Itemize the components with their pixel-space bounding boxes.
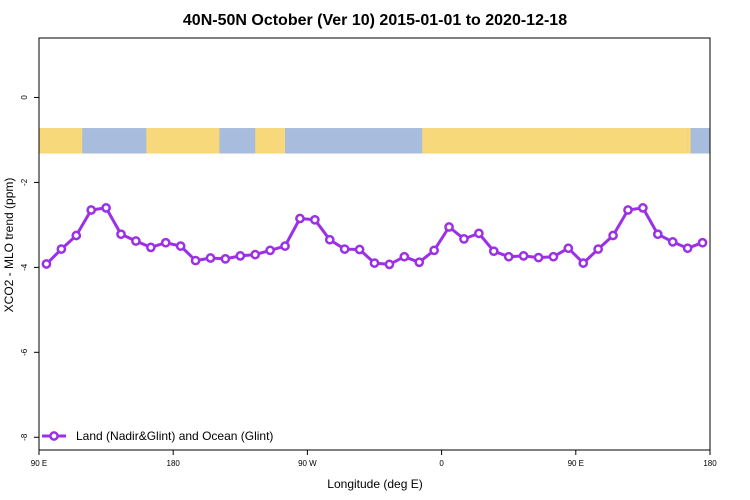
data-point — [295, 213, 305, 224]
x-tick-label: 90 E — [31, 459, 47, 468]
data-point — [518, 251, 529, 261]
data-point — [474, 228, 484, 239]
x-axis-label: Longitude (deg E) — [327, 477, 422, 491]
data-point — [369, 258, 380, 268]
x-tick-label: 180 — [703, 459, 717, 468]
data-point — [354, 244, 365, 255]
land-mass — [422, 128, 566, 154]
data-point — [220, 254, 231, 264]
data-point — [339, 244, 350, 254]
x-tick-label: 180 — [167, 459, 181, 468]
data-point — [190, 255, 201, 266]
data-point — [399, 251, 410, 262]
x-tick-label: 0 — [439, 459, 444, 468]
chart-title: 40N-50N October (Ver 10) 2015-01-01 to 2… — [183, 12, 567, 29]
land-mass — [563, 128, 688, 154]
data-point — [652, 229, 663, 240]
land-mass — [687, 128, 691, 154]
y-axis: 0 -2 -4 -6 -8 — [20, 95, 39, 441]
land-mass — [255, 128, 286, 154]
y-tick-label: -8 — [20, 433, 29, 441]
data-point — [682, 243, 693, 254]
map-land — [39, 128, 691, 154]
data-point — [459, 234, 469, 244]
data-point — [86, 205, 97, 215]
data-point — [667, 237, 678, 247]
data-point — [235, 251, 246, 261]
data-point — [131, 236, 141, 246]
data-point — [324, 234, 335, 245]
x-tick-label: 90 W — [298, 459, 317, 468]
data-point — [488, 246, 499, 257]
legend-marker — [49, 431, 59, 441]
x-tick-label: 90 E — [568, 459, 584, 468]
data-point — [101, 203, 111, 213]
data-point — [56, 244, 67, 254]
data-point — [503, 251, 514, 262]
data-point — [310, 214, 320, 225]
data-point — [608, 230, 618, 241]
x-axis: 90 E 180 90 W 0 90 E 180 — [31, 450, 717, 468]
data-point — [638, 203, 648, 213]
data-point — [548, 251, 559, 262]
data-point — [533, 252, 544, 263]
data-point — [384, 259, 395, 270]
legend: Land (Nadir&Glint) and Ocean (Glint) — [42, 429, 273, 443]
data-point — [116, 229, 126, 240]
data-point — [265, 245, 275, 256]
data-point — [444, 222, 454, 232]
land-mass — [146, 128, 220, 154]
y-tick-label: -2 — [20, 178, 29, 186]
y-tick-label: 0 — [20, 95, 29, 100]
world-map-band — [39, 128, 710, 154]
data-point — [145, 242, 156, 253]
data-point — [593, 244, 604, 254]
data-point — [697, 237, 708, 248]
data-point — [41, 259, 52, 269]
series-line — [45, 206, 704, 266]
data-point — [175, 241, 186, 251]
y-tick-label: -4 — [20, 263, 29, 271]
data-point — [250, 249, 261, 260]
data-point — [160, 237, 171, 248]
data-point — [429, 245, 439, 256]
data-point — [623, 205, 633, 215]
data-point — [71, 230, 82, 241]
land-mass — [79, 128, 83, 154]
data-point — [414, 257, 425, 268]
series-layer — [41, 203, 708, 270]
land-mass — [39, 128, 81, 154]
y-axis-label: XCO2 - MLO trend (ppm) — [2, 178, 16, 313]
data-point — [563, 243, 574, 254]
plot-area-frame — [38, 37, 711, 451]
y-tick-label: -6 — [20, 348, 29, 356]
data-point — [205, 253, 216, 263]
data-point — [280, 241, 290, 251]
legend-label: Land (Nadir&Glint) and Ocean (Glint) — [76, 429, 273, 443]
data-point — [578, 258, 589, 268]
